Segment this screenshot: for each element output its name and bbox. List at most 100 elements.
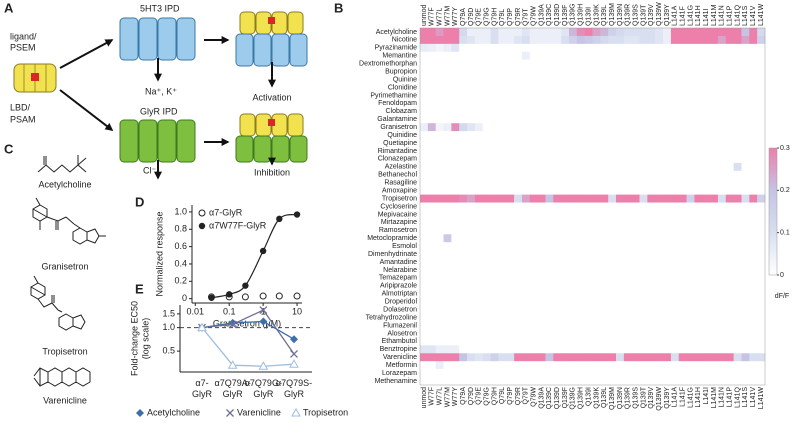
heatmap-cell	[529, 59, 538, 68]
heatmap-cell	[616, 313, 625, 322]
heatmap-cell	[537, 234, 546, 243]
heatmap-cell	[710, 313, 719, 322]
heatmap-cell	[592, 43, 601, 53]
heatmap-cell	[529, 313, 538, 322]
heatmap-cell	[757, 178, 766, 187]
heatmap-cell	[435, 83, 444, 92]
heatmap-cell	[420, 281, 429, 291]
heatmap-cell	[631, 337, 640, 346]
heatmap-cell	[733, 250, 742, 259]
heatmap-cell	[584, 258, 593, 267]
heatmap-cell	[733, 75, 742, 84]
heatmap-cell	[647, 170, 656, 180]
heatmap-cell	[568, 289, 578, 299]
heatmap-cell	[584, 123, 593, 132]
column-label: Q139L	[601, 387, 608, 408]
heatmap-cell	[600, 107, 609, 116]
heatmap-cell	[576, 28, 585, 37]
column-label: unmod	[421, 4, 428, 26]
heatmap-cell	[490, 289, 499, 299]
heatmap-cell	[749, 99, 758, 108]
heatmap-cell	[757, 107, 766, 116]
heatmap-cell	[443, 131, 452, 140]
heatmap-cell	[663, 210, 672, 219]
heatmap-cell	[482, 123, 491, 132]
heatmap-cell	[459, 186, 468, 195]
heatmap-cell	[521, 43, 531, 53]
heatmap-cell	[561, 226, 570, 235]
heatmap-cell	[435, 131, 444, 140]
heatmap-cell	[561, 115, 570, 124]
heatmap-cell	[592, 194, 601, 203]
series-line	[201, 320, 295, 340]
heatmap-cell	[616, 305, 625, 314]
heatmap-cell	[655, 75, 664, 84]
heatmap-cell	[521, 170, 531, 180]
column-label: Q79D	[468, 387, 475, 405]
heatmap-cell	[757, 28, 766, 37]
heatmap-cell	[427, 35, 436, 45]
heatmap-cell	[467, 123, 476, 132]
heatmap-cell	[553, 369, 562, 378]
column-label: Q79L	[499, 387, 506, 404]
heatmap-cell	[474, 377, 484, 386]
heatmap-cell	[663, 170, 672, 180]
row-label: Cycloserine	[380, 203, 417, 210]
heatmap-cell	[702, 186, 711, 195]
heatmap-cell	[490, 51, 499, 61]
heatmap-cell	[616, 297, 625, 306]
heatmap-cell	[741, 67, 750, 76]
heatmap-cell	[639, 218, 648, 227]
heatmap-cell	[506, 210, 515, 219]
heatmap-cell	[420, 266, 429, 275]
heatmap-cell	[741, 289, 750, 299]
heatmap-cell	[631, 139, 640, 148]
heatmap-cell	[568, 377, 578, 386]
heatmap-cell	[490, 154, 499, 164]
heatmap-cell	[584, 218, 593, 227]
heatmap-cell	[694, 226, 703, 235]
heatmap-cell	[498, 258, 507, 267]
heatmap-cell	[459, 258, 468, 267]
heatmap-cell	[686, 218, 695, 227]
heatmap-cell	[655, 337, 664, 346]
heatmap-cell	[537, 91, 546, 100]
marker	[208, 294, 215, 301]
heatmap-cell	[545, 131, 554, 140]
heatmap-cell	[451, 202, 460, 211]
heatmap-cell	[749, 337, 758, 346]
heatmap-cell	[521, 67, 531, 76]
heatmap-cell	[623, 210, 633, 219]
heatmap-cell	[757, 91, 766, 100]
heatmap-cell	[537, 139, 546, 148]
heatmap-cell	[545, 361, 554, 370]
heatmap-cell	[623, 353, 633, 362]
heatmap-cell	[514, 273, 523, 283]
heatmap-cell	[482, 154, 491, 164]
heatmap-cell	[443, 162, 452, 172]
heatmap-cell	[568, 107, 578, 116]
heatmap-cell	[490, 250, 499, 259]
marker	[276, 215, 283, 223]
legend-marker	[226, 409, 234, 417]
heatmap-cell	[521, 377, 531, 386]
heatmap-cell	[561, 28, 570, 37]
column-label: Q139Y	[664, 387, 671, 409]
heatmap-cell	[537, 178, 546, 187]
heatmap-cell	[749, 51, 758, 61]
heatmap-cell	[757, 123, 766, 132]
heatmap-cell	[514, 59, 523, 68]
column-label: Q139R	[625, 4, 632, 26]
heatmap-cell	[694, 170, 703, 180]
row-label: Tetrahydrozoline	[366, 314, 417, 321]
heatmap-cell	[482, 234, 491, 243]
heatmap-cell	[529, 218, 538, 227]
heatmap-cell	[576, 139, 585, 148]
heatmap-cell	[467, 337, 476, 346]
heatmap-cell	[725, 43, 734, 53]
heatmap-cell	[631, 123, 640, 132]
heatmap-cell	[561, 377, 570, 386]
heatmap-cell	[561, 273, 570, 283]
heatmap-cell	[733, 273, 742, 283]
heatmap-cell	[529, 353, 538, 362]
